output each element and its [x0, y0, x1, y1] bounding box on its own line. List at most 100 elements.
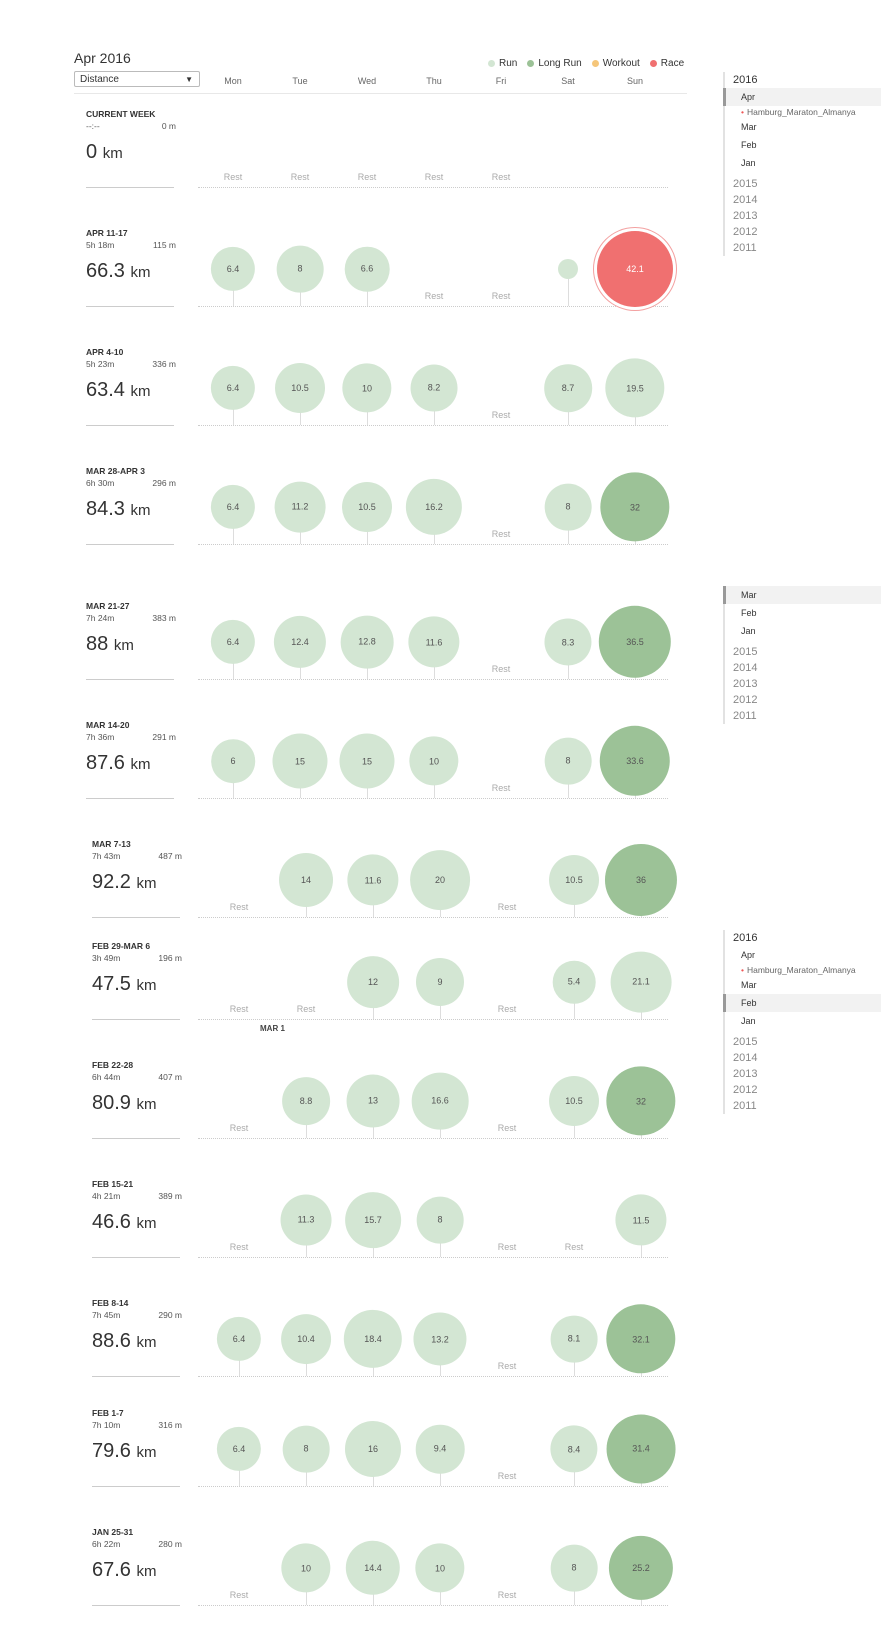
activity-bubble-run[interactable]: 8 — [282, 1425, 330, 1473]
activity-bubble-run[interactable]: 20 — [410, 850, 470, 910]
year-item[interactable]: 2015 — [733, 178, 758, 190]
legend-item-race[interactable]: Race — [649, 58, 684, 69]
year-item-current[interactable]: 2016 — [733, 74, 758, 86]
activity-bubble-run[interactable]: 19.5 — [605, 358, 665, 418]
activity-bubble-run[interactable]: 12.8 — [340, 615, 394, 669]
activity-bubble-run[interactable]: 16.2 — [405, 478, 463, 536]
activity-bubble-run[interactable]: 12.4 — [273, 615, 327, 669]
legend-item-workout[interactable]: Workout — [591, 58, 640, 69]
activity-bubble-run[interactable]: 8.4 — [550, 1425, 598, 1473]
activity-bubble-run[interactable]: 18.4 — [343, 1309, 403, 1369]
month-item[interactable]: Jan — [741, 1016, 756, 1026]
activity-bubble-run[interactable]: 21.1 — [610, 951, 672, 1013]
activity-bubble-run[interactable]: 12 — [347, 956, 399, 1008]
year-item[interactable]: 2014 — [733, 662, 758, 674]
month-item[interactable]: Mar — [723, 586, 881, 604]
activity-bubble-run[interactable]: 8 — [550, 1544, 598, 1592]
activity-bubble-run[interactable]: 6.6 — [344, 246, 390, 292]
activity-bubble-run[interactable]: 11.3 — [280, 1194, 332, 1246]
year-item[interactable]: 2015 — [733, 1036, 758, 1048]
month-item[interactable]: Feb — [741, 608, 757, 618]
activity-bubble-run[interactable]: 14.4 — [345, 1540, 401, 1596]
activity-bubble-run[interactable] — [558, 259, 578, 279]
month-item[interactable]: Feb — [741, 140, 757, 150]
activity-bubble-run[interactable]: 13 — [346, 1074, 400, 1128]
activity-bubble-race[interactable]: 42.1 — [597, 231, 673, 307]
activity-bubble-run[interactable]: 10 — [415, 1543, 465, 1593]
activity-bubble-run[interactable]: 8 — [544, 737, 592, 785]
year-item[interactable]: 2013 — [733, 210, 758, 222]
activity-bubble-run[interactable]: 6.4 — [210, 246, 256, 292]
year-item[interactable]: 2011 — [733, 1100, 757, 1112]
race-item[interactable]: Hamburg_Maraton_Almanya — [725, 106, 881, 118]
activity-bubble-run[interactable]: 15.7 — [345, 1192, 401, 1248]
activity-bubble-run[interactable]: 10.5 — [342, 482, 392, 532]
year-item[interactable]: 2013 — [733, 678, 758, 690]
month-item[interactable]: Mar — [741, 980, 757, 990]
year-item[interactable]: 2012 — [733, 694, 758, 706]
year-item[interactable]: 2015 — [733, 646, 758, 658]
race-item[interactable]: Hamburg_Maraton_Almanya — [725, 964, 881, 976]
activity-bubble-run[interactable]: 6 — [211, 739, 255, 783]
activity-bubble-run[interactable]: 5.4 — [552, 960, 596, 1004]
activity-bubble-run[interactable]: 10.5 — [275, 363, 325, 413]
activity-bubble-run[interactable]: 8.7 — [544, 364, 592, 412]
activity-bubble-run[interactable]: 15 — [272, 733, 328, 789]
activity-bubble-run[interactable]: 8 — [544, 483, 592, 531]
month-item[interactable]: Apr — [741, 950, 756, 960]
activity-bubble-run[interactable]: 11.5 — [615, 1194, 667, 1246]
activity-bubble-run[interactable]: 8.1 — [550, 1315, 598, 1363]
activity-bubble-run[interactable]: 8.3 — [544, 618, 592, 666]
activity-bubble-run[interactable]: 10.4 — [281, 1314, 331, 1364]
week-duration: 5h 18m — [86, 240, 115, 250]
activity-bubble-run[interactable]: 9 — [415, 957, 465, 1007]
activity-bubble-run[interactable]: 10.5 — [549, 1076, 599, 1126]
year-item[interactable]: 2012 — [733, 1084, 758, 1096]
legend-item-run[interactable]: Run — [488, 58, 517, 69]
activity-bubble-run[interactable]: 8.8 — [282, 1077, 330, 1125]
activity-bubble-long[interactable]: 33.6 — [599, 725, 671, 797]
activity-bubble-run[interactable]: 8 — [276, 245, 324, 293]
activity-bubble-long[interactable]: 32 — [600, 472, 670, 542]
year-item-current[interactable]: 2016 — [733, 932, 758, 944]
month-item[interactable]: Apr — [723, 88, 881, 106]
year-item[interactable]: 2014 — [733, 194, 758, 206]
activity-bubble-run[interactable]: 11.2 — [274, 481, 326, 533]
legend-item-long-run[interactable]: Long Run — [527, 58, 582, 69]
activity-bubble-run[interactable]: 14 — [279, 853, 333, 907]
activity-bubble-run[interactable]: 11.6 — [347, 854, 399, 906]
activity-bubble-run[interactable]: 13.2 — [413, 1312, 467, 1366]
activity-bubble-run[interactable]: 16.6 — [411, 1072, 469, 1130]
metric-select[interactable]: Distance ▼ — [74, 71, 200, 87]
month-item[interactable]: Mar — [741, 122, 757, 132]
month-item[interactable]: Jan — [741, 626, 756, 636]
activity-bubble-run[interactable]: 6.4 — [210, 365, 256, 411]
activity-bubble-run[interactable]: 15 — [339, 733, 395, 789]
year-item[interactable]: 2014 — [733, 1052, 758, 1064]
year-item[interactable]: 2012 — [733, 226, 758, 238]
activity-bubble-run[interactable]: 9.4 — [415, 1424, 465, 1474]
month-item[interactable]: Jan — [741, 158, 756, 168]
activity-bubble-run[interactable]: 16 — [344, 1420, 402, 1478]
activity-bubble-run[interactable]: 10.5 — [549, 855, 599, 905]
month-item[interactable]: Feb — [723, 994, 881, 1012]
year-item[interactable]: 2011 — [733, 242, 757, 254]
activity-bubble-long[interactable]: 32.1 — [606, 1304, 676, 1374]
year-item[interactable]: 2011 — [733, 710, 757, 722]
activity-bubble-run[interactable]: 6.4 — [210, 619, 256, 665]
activity-bubble-long[interactable]: 36 — [604, 843, 678, 917]
activity-bubble-run[interactable]: 10 — [342, 363, 392, 413]
activity-bubble-run[interactable]: 6.4 — [216, 1426, 262, 1472]
activity-bubble-run[interactable]: 6.4 — [216, 1316, 262, 1362]
activity-bubble-run[interactable]: 8.2 — [410, 364, 458, 412]
activity-bubble-run[interactable]: 11.6 — [408, 616, 460, 668]
activity-bubble-long[interactable]: 32 — [606, 1066, 676, 1136]
activity-bubble-run[interactable]: 10 — [281, 1543, 331, 1593]
activity-bubble-run[interactable]: 8 — [416, 1196, 464, 1244]
activity-bubble-long[interactable]: 25.2 — [608, 1535, 674, 1601]
year-item[interactable]: 2013 — [733, 1068, 758, 1080]
activity-bubble-long[interactable]: 36.5 — [598, 605, 672, 679]
activity-bubble-run[interactable]: 10 — [409, 736, 459, 786]
activity-bubble-run[interactable]: 6.4 — [210, 484, 256, 530]
activity-bubble-long[interactable]: 31.4 — [606, 1414, 676, 1484]
